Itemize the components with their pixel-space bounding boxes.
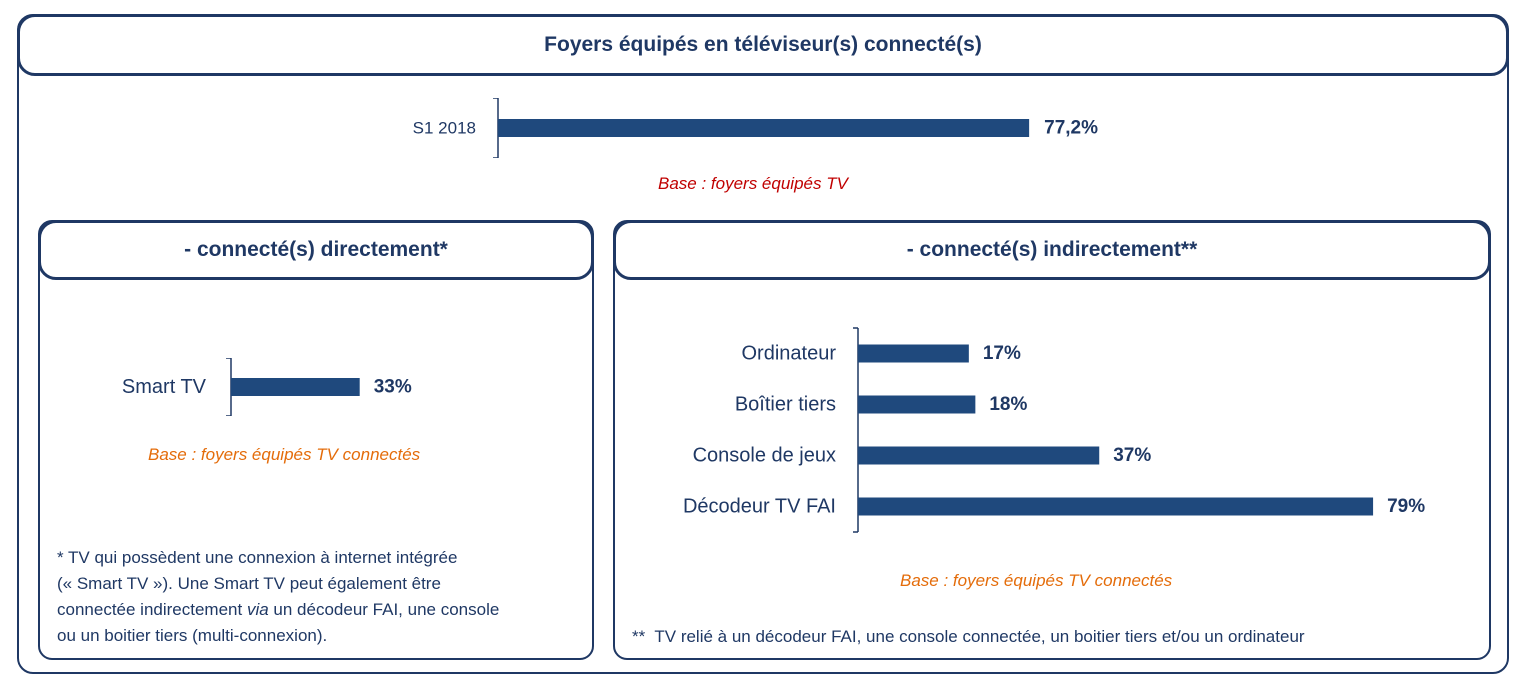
base-note-indirect: Base : foyers équipés TV connectés bbox=[900, 571, 1173, 590]
category-label: Smart TV bbox=[122, 376, 207, 398]
category-label: Ordinateur bbox=[742, 343, 837, 365]
footnote-direct-line-3-rest: un décodeur FAI, une console bbox=[273, 600, 500, 619]
value-label: 77,2% bbox=[1044, 118, 1098, 139]
footnote-direct-line-4: ou un boitier tiers (multi-connexion). bbox=[57, 626, 328, 645]
footnote-direct-line-2: (« Smart TV »). Une Smart TV peut égalem… bbox=[57, 574, 441, 593]
chart-total: S1 2018 77,2% bbox=[413, 98, 1098, 158]
value-label: 33% bbox=[374, 377, 412, 398]
footnote-direct-via: via bbox=[246, 600, 269, 619]
main-title: Foyers équipés en téléviseur(s) connecté… bbox=[17, 14, 1509, 76]
bar-1 bbox=[858, 344, 969, 363]
chart-indirect: Ordinateur 17% Boîtier tiers 18% Console de … bbox=[683, 327, 1425, 533]
footnote-direct: * TV qui possèdent une connexion à inter… bbox=[57, 545, 587, 649]
category-label: Décodeur TV FAI bbox=[683, 496, 836, 518]
value-label: 37% bbox=[1113, 445, 1151, 466]
bar-3 bbox=[858, 446, 1100, 465]
footnote-indirect: ** TV relié à un décodeur FAI, une conso… bbox=[632, 627, 1305, 646]
category-label: S1 2018 bbox=[413, 119, 476, 138]
category-label: Console de jeux bbox=[693, 445, 836, 467]
bar-1 bbox=[498, 119, 1030, 137]
value-label: 17% bbox=[983, 343, 1021, 364]
panel-indirect-title: - connecté(s) indirectement** bbox=[613, 220, 1491, 280]
base-note-direct: Base : foyers équipés TV connectés bbox=[148, 445, 421, 464]
base-note-total: Base : foyers équipés TV bbox=[658, 174, 848, 193]
bar-2 bbox=[858, 395, 976, 414]
category-label: Boîtier tiers bbox=[735, 394, 836, 416]
footnote-direct-line-1: * TV qui possèdent une connexion à inter… bbox=[57, 548, 458, 567]
footnote-direct-line-3: connectée indirectement via un décodeur … bbox=[57, 597, 587, 623]
footnote-direct-line-3-prefix: connectée indirectement bbox=[57, 600, 247, 619]
value-label: 79% bbox=[1387, 496, 1425, 517]
chart-direct: Smart TV 33% bbox=[122, 358, 412, 416]
bar-1 bbox=[231, 378, 360, 396]
panel-direct-title: - connecté(s) directement* bbox=[38, 220, 594, 280]
bar-4 bbox=[858, 497, 1374, 516]
value-label: 18% bbox=[989, 394, 1027, 415]
